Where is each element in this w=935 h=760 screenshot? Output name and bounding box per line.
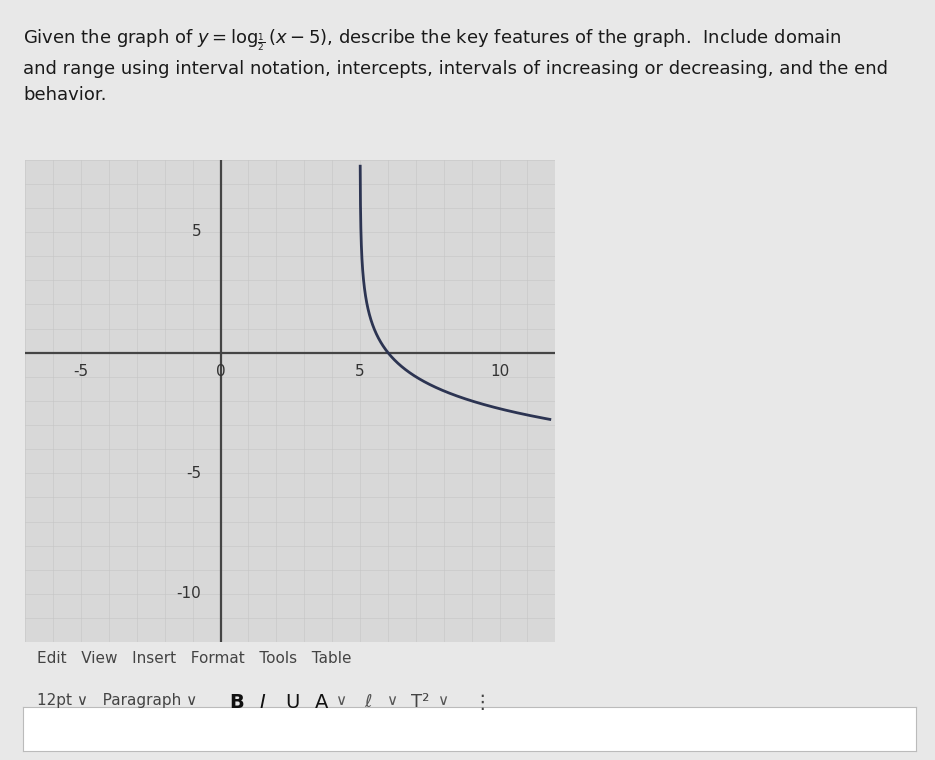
Text: 12pt ∨   Paragraph ∨: 12pt ∨ Paragraph ∨ [37,693,197,708]
Text: Given the graph of $y = \log_{\frac{1}{2}}(x-5)$, describe the key features of t: Given the graph of $y = \log_{\frac{1}{2… [23,27,888,104]
Text: B: B [229,693,244,712]
Text: I: I [260,693,266,712]
Text: 5: 5 [355,365,365,379]
Text: ∨: ∨ [386,693,397,708]
Text: Edit   View   Insert   Format   Tools   Table: Edit View Insert Format Tools Table [37,651,352,667]
Text: -10: -10 [177,587,201,601]
Text: -5: -5 [186,466,201,481]
Text: ∨: ∨ [335,693,346,708]
Text: 5: 5 [192,224,201,239]
Text: A: A [315,693,328,712]
Text: T²: T² [411,693,430,711]
Text: ∨: ∨ [437,693,448,708]
Text: -5: -5 [74,365,89,379]
Text: U: U [285,693,299,712]
Text: ℓ: ℓ [365,693,372,711]
Text: ⋮: ⋮ [472,693,492,712]
Text: 10: 10 [490,365,510,379]
Text: 0: 0 [216,365,225,379]
